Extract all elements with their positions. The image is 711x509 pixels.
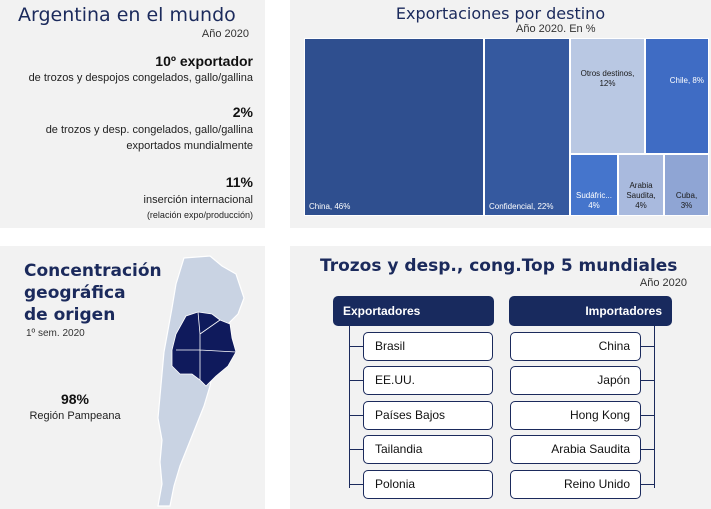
exportador-item: Tailandia [363,435,493,464]
treemap-label: Cuba, 3% [675,191,698,210]
importador-item: Japón [510,366,641,395]
treemap-label: Chile, 8% [669,76,704,85]
panel-exportaciones-por-destino: Exportaciones por destino Año 2020. En %… [290,0,711,228]
panel-argentina-en-el-mundo: Argentina en el mundo Año 2020 10º expor… [0,0,265,228]
treemap-cell-arabia-saudita: Arabia Saudita, 4% [618,154,664,216]
stat-desc-3: inserción internacional [143,194,253,206]
panel-title-line-1: Concentración [24,261,162,281]
panel-title: Trozos y desp., cong.Top 5 mundiales [320,256,678,276]
importador-item: China [510,332,641,361]
stat-value-3: 11% [225,174,253,190]
treemap-label: Sudáfric... 4% [575,191,612,210]
treemap-cell-cuba: Cuba, 3% [664,154,709,216]
region-pampeana [171,311,237,387]
exportadores-connector [349,326,350,488]
importadores-connector [654,326,655,488]
treemap-label: Confidencial, 22% [489,202,554,211]
panel-top5-mundiales: Trozos y desp., cong.Top 5 mundiales Año… [290,246,711,509]
treemap-label: China, 46% [309,202,351,211]
importador-item: Hong Kong [510,401,641,430]
importadores-tick [641,346,655,347]
year-label: Año 2020 [639,277,687,289]
province-borders [176,311,237,380]
stat-desc-2: de trozos y desp. congelados, gallo/gall… [45,124,253,136]
treemap-chart: China, 46% Confidencial, 22% Otros destino… [304,38,709,216]
exportadores-tick [349,415,363,416]
importadores-tick [641,415,655,416]
exportador-item: Países Bajos [363,401,493,430]
exportadores-tick [349,449,363,450]
panel-title-line-2: geográfica [24,283,126,303]
importadores-tick [641,484,655,485]
treemap-cell-chile: Chile, 8% [645,38,709,154]
treemap-label: Arabia Saudita, 4% [626,181,656,210]
stat-desc-2b: exportados mundialmente [126,140,253,152]
exportador-item: EE.UU. [363,366,493,395]
period-label: 1º sem. 2020 [26,328,85,339]
chart-title: Exportaciones por destino [395,4,606,23]
treemap-label: Otros destinos, 12% [580,69,635,88]
panel-title-line-3: de origen [24,305,116,325]
panel-concentracion-geografica: Concentración geográfica de origen 1º se… [0,246,265,509]
importadores-tick [641,449,655,450]
importadores-tick [641,380,655,381]
exportadores-header: Exportadores [333,296,494,326]
region-label: Región Pampeana [29,410,121,422]
argentina-map [157,255,245,507]
importador-item: Reino Unido [510,470,641,499]
stat-value-1: 10º exportador [155,53,253,69]
chart-subtitle: Año 2020. En % [516,23,596,35]
importadores-header: Importadores [509,296,672,326]
stat-desc-1: de trozos y despojos congelados, gallo/g… [28,72,253,84]
stat-note-3: (relación expo/producción) [146,210,253,220]
exportador-item: Brasil [363,332,493,361]
exportadores-tick [349,380,363,381]
treemap-cell-china: China, 46% [304,38,484,216]
importador-item: Arabia Saudita [510,435,641,464]
exportadores-tick [349,484,363,485]
treemap-cell-otros-destinos: Otros destinos, 12% [570,38,645,154]
year-label: Año 2020 [201,28,249,40]
treemap-cell-sudáfrica: Sudáfric... 4% [570,154,618,216]
stat-value-2: 2% [232,104,253,120]
panel-title: Argentina en el mundo [18,4,236,26]
exportador-item: Polonia [363,470,493,499]
exportadores-tick [349,346,363,347]
treemap-cell-confidencial: Confidencial, 22% [484,38,570,216]
concentration-value: 98% [60,391,90,407]
